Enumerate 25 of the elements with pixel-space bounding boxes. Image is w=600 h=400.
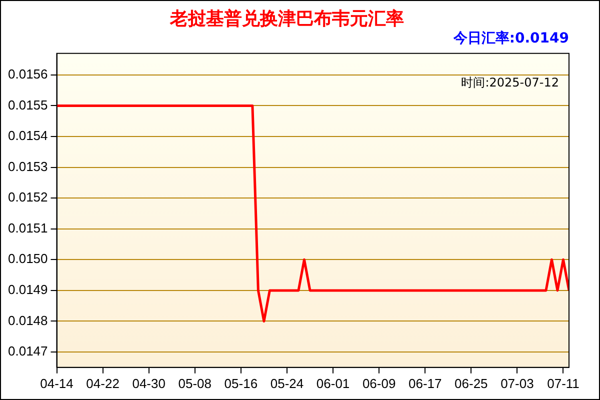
x-tick-label: 04-30 — [132, 376, 166, 391]
x-tick-label: 06-01 — [316, 376, 350, 391]
x-tick-label: 07-11 — [547, 376, 580, 391]
x-tick-label: 05-24 — [270, 376, 304, 391]
x-tick-label: 06-25 — [454, 376, 488, 391]
y-tick-label: 0.0150 — [8, 251, 48, 266]
x-tick-label: 06-09 — [362, 376, 396, 391]
chart-subtitle: 今日汇率:0.0149 — [452, 30, 569, 47]
annotation: 时间:2025-07-12 — [461, 76, 559, 90]
x-tick-label: 04-14 — [40, 376, 74, 391]
chart-title: 老挝基普兑换津巴布韦元汇率 — [169, 8, 404, 30]
x-tick-label: 05-16 — [224, 376, 258, 391]
x-tick-label: 05-08 — [178, 376, 212, 391]
y-tick-label: 0.0152 — [8, 190, 48, 205]
y-tick-label: 0.0148 — [8, 312, 48, 328]
x-tick-label: 04-22 — [86, 376, 120, 391]
x-tick-label: 07-03 — [500, 376, 534, 391]
y-tick-label: 0.0156 — [8, 66, 48, 82]
y-tick-label: 0.0149 — [8, 282, 48, 298]
y-tick-label: 0.0153 — [8, 158, 48, 174]
y-tick-label: 0.0151 — [8, 220, 48, 236]
y-tick-label: 0.0147 — [8, 344, 48, 359]
x-tick-label: 06-17 — [408, 376, 442, 391]
y-tick-label: 0.0154 — [8, 128, 48, 144]
y-tick-label: 0.0155 — [8, 97, 48, 112]
